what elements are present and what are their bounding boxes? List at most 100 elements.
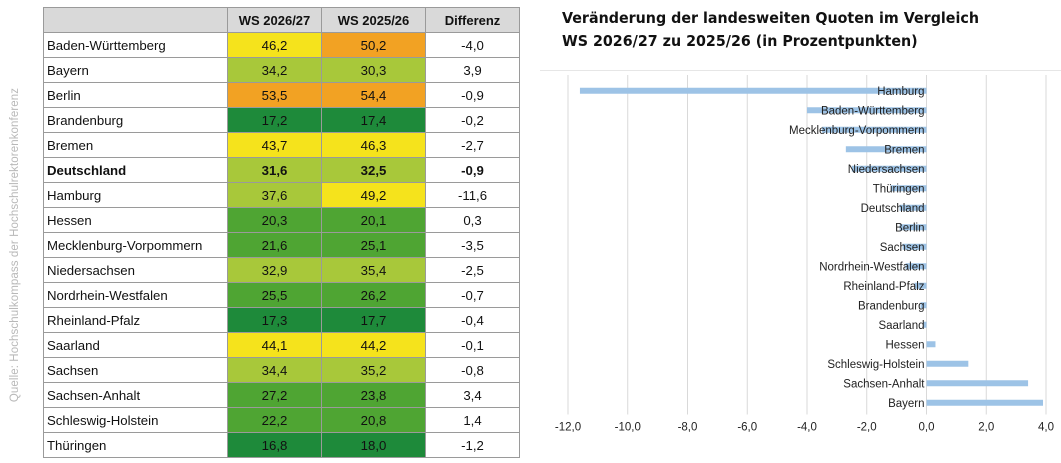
category-label: Bremen — [884, 144, 924, 156]
bar — [914, 282, 927, 289]
cell-ws2026: 17,2 — [227, 107, 322, 133]
bar — [821, 126, 927, 133]
category-label: Baden-Württemberg — [821, 105, 925, 117]
cell-differenz: -0,1 — [425, 332, 520, 358]
cell-ws2025: 32,5 — [321, 157, 426, 183]
table-header-row: WS 2026/27 WS 2025/26 Differenz — [43, 7, 520, 33]
x-tick-label: -2,0 — [857, 422, 877, 434]
cell-land: Nordrhein-Westfalen — [43, 282, 228, 308]
cell-land: Hamburg — [43, 182, 228, 208]
table-row: Berlin 53,5 54,4 -0,9 — [43, 82, 520, 108]
cell-ws2026: 46,2 — [227, 32, 322, 58]
cell-differenz: -3,5 — [425, 232, 520, 258]
cell-differenz: -0,9 — [425, 82, 520, 108]
cell-ws2026: 34,2 — [227, 57, 322, 83]
table-row: Schleswig-Holstein 22,2 20,8 1,4 — [43, 407, 520, 433]
cell-land: Deutschland — [43, 157, 228, 183]
category-label: Bayern — [888, 398, 924, 410]
cell-land: Saarland — [43, 332, 228, 358]
cell-ws2025: 44,2 — [321, 332, 426, 358]
bar — [926, 341, 936, 348]
header-land — [43, 7, 228, 33]
cell-ws2026: 22,2 — [227, 407, 322, 433]
header-ws2026: WS 2026/27 — [227, 7, 322, 33]
cell-differenz: -4,0 — [425, 32, 520, 58]
chart-area: Hamburg Baden-Württemberg Mecklenburg-Vorp… — [540, 70, 1061, 463]
table-row: Mecklenburg-Vorpommern 21,6 25,1 -3,5 — [43, 232, 520, 258]
category-label: Sachsen-Anhalt — [843, 378, 925, 390]
header-ws2025: WS 2025/26 — [321, 7, 426, 33]
bar — [926, 380, 1029, 387]
bar — [890, 185, 927, 192]
cell-ws2026: 43,7 — [227, 132, 322, 158]
cell-ws2025: 23,8 — [321, 382, 426, 408]
category-label: Niedersachsen — [848, 164, 925, 176]
cell-land: Mecklenburg-Vorpommern — [43, 232, 228, 258]
cell-land: Sachsen — [43, 357, 228, 383]
cell-ws2026: 31,6 — [227, 157, 322, 183]
category-label: Hamburg — [877, 86, 924, 98]
cell-land: Baden-Württemberg — [43, 32, 228, 58]
quotes-table: WS 2026/27 WS 2025/26 Differenz Baden-Wü… — [43, 7, 520, 458]
table-row: Bremen 43,7 46,3 -2,7 — [43, 132, 520, 158]
category-label: Deutschland — [861, 203, 925, 215]
category-label: Brandenburg — [858, 300, 925, 312]
x-tick-label: 2,0 — [978, 422, 994, 434]
x-tick-label: -10,0 — [615, 422, 641, 434]
source-note: Quelle: Hochschulkompass der Hochschulre… — [6, 60, 24, 430]
bar — [926, 399, 1044, 406]
bar — [851, 165, 927, 172]
table-row: Sachsen-Anhalt 27,2 23,8 3,4 — [43, 382, 520, 408]
cell-ws2025: 54,4 — [321, 82, 426, 108]
cell-differenz: -2,5 — [425, 257, 520, 283]
cell-ws2026: 21,6 — [227, 232, 322, 258]
cell-ws2026: 44,1 — [227, 332, 322, 358]
category-label: Mecklenburg-Vorpommern — [789, 125, 925, 137]
table-row: Deutschland 31,6 32,5 -0,9 — [43, 157, 520, 183]
cell-ws2026: 27,2 — [227, 382, 322, 408]
table-row: Nordrhein-Westfalen 25,5 26,2 -0,7 — [43, 282, 520, 308]
bar — [920, 302, 927, 309]
cell-differenz: -0,7 — [425, 282, 520, 308]
cell-ws2025: 35,4 — [321, 257, 426, 283]
table-row: Brandenburg 17,2 17,4 -0,2 — [43, 107, 520, 133]
cell-differenz: -0,8 — [425, 357, 520, 383]
category-label: Hessen — [886, 339, 925, 351]
x-tick-label: 4,0 — [1038, 422, 1054, 434]
cell-land: Bremen — [43, 132, 228, 158]
bar — [905, 263, 927, 270]
cell-ws2025: 26,2 — [321, 282, 426, 308]
cell-ws2025: 20,1 — [321, 207, 426, 233]
cell-ws2026: 20,3 — [227, 207, 322, 233]
cell-ws2025: 17,7 — [321, 307, 426, 333]
cell-ws2026: 37,6 — [227, 182, 322, 208]
cell-ws2025: 18,0 — [321, 432, 426, 458]
category-label: Sachsen — [880, 242, 925, 254]
cell-land: Schleswig-Holstein — [43, 407, 228, 433]
x-tick-label: -8,0 — [678, 422, 698, 434]
cell-ws2025: 50,2 — [321, 32, 426, 58]
cell-land: Berlin — [43, 82, 228, 108]
source-note-text: Quelle: Hochschulkompass der Hochschulre… — [9, 87, 21, 403]
cell-ws2025: 35,2 — [321, 357, 426, 383]
chart-title-line-2: WS 2026/27 zu 2025/26 (in Prozentpunkten… — [562, 32, 918, 50]
cell-ws2026: 25,5 — [227, 282, 322, 308]
cell-differenz: 3,9 — [425, 57, 520, 83]
cell-differenz: -1,2 — [425, 432, 520, 458]
cell-differenz: -0,2 — [425, 107, 520, 133]
cell-ws2026: 53,5 — [227, 82, 322, 108]
bar — [579, 87, 927, 94]
chart-title-line-1: Veränderung der landesweiten Quoten im V… — [562, 9, 979, 27]
table-row: Hessen 20,3 20,1 0,3 — [43, 207, 520, 233]
category-label: Berlin — [895, 222, 924, 234]
cell-land: Niedersachsen — [43, 257, 228, 283]
table-row: Thüringen 16,8 18,0 -1,2 — [43, 432, 520, 458]
cell-ws2026: 34,4 — [227, 357, 322, 383]
bar-chart: Hamburg Baden-Württemberg Mecklenburg-Vorp… — [555, 75, 1054, 434]
cell-ws2025: 30,3 — [321, 57, 426, 83]
table-row: Rheinland-Pfalz 17,3 17,7 -0,4 — [43, 307, 520, 333]
cell-differenz: 3,4 — [425, 382, 520, 408]
cell-differenz: -2,7 — [425, 132, 520, 158]
table-row: Hamburg 37,6 49,2 -11,6 — [43, 182, 520, 208]
x-tick-label: -6,0 — [737, 422, 757, 434]
